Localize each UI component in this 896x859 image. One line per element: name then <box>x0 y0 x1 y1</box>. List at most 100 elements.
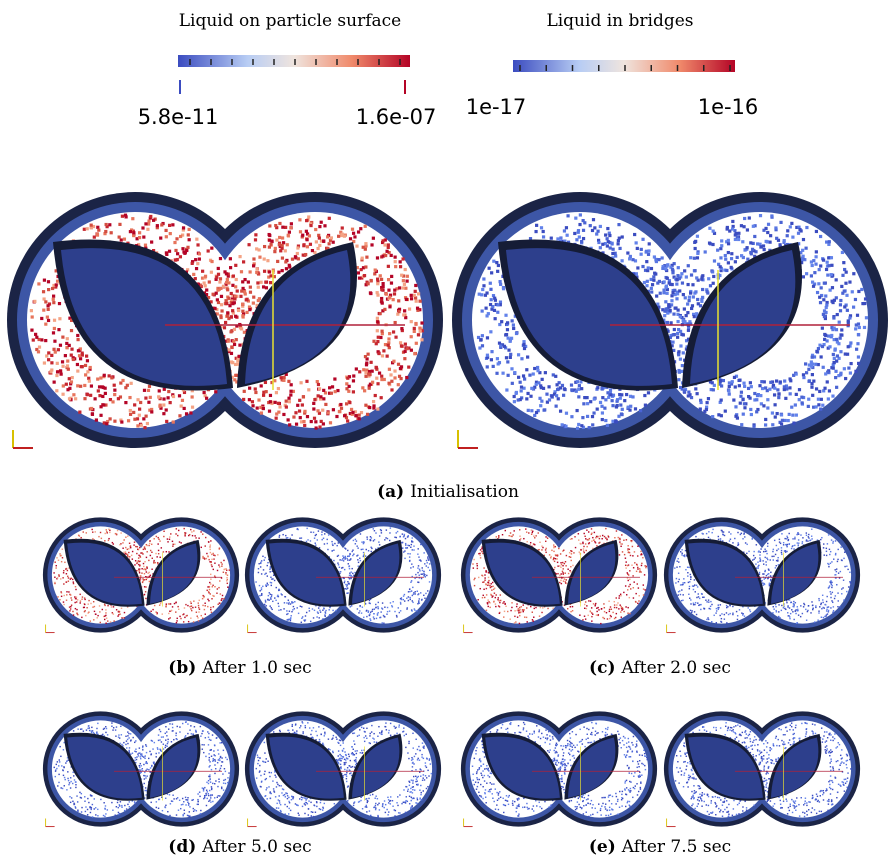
particle <box>307 539 309 541</box>
particle <box>156 556 158 558</box>
particle <box>350 412 354 416</box>
particle <box>170 609 173 612</box>
particle <box>198 606 200 609</box>
particle <box>210 246 214 250</box>
particle <box>609 606 612 608</box>
particle <box>218 564 220 566</box>
particle <box>503 601 505 603</box>
particle <box>394 536 396 538</box>
particle <box>76 384 80 388</box>
particle <box>133 544 135 546</box>
particle <box>359 533 362 535</box>
particle <box>627 574 630 576</box>
particle <box>680 281 685 285</box>
particle <box>364 371 368 375</box>
particle <box>616 242 620 246</box>
particle <box>75 601 78 603</box>
particle <box>819 355 823 359</box>
particle <box>40 316 44 321</box>
particle <box>637 568 639 570</box>
particle <box>630 540 633 543</box>
particle <box>840 284 844 289</box>
particle <box>564 572 566 574</box>
particle <box>541 386 546 390</box>
particle <box>283 608 285 610</box>
particle <box>541 229 545 234</box>
particle <box>616 239 620 243</box>
particle <box>143 426 147 430</box>
particle <box>167 249 172 253</box>
particle <box>278 536 281 538</box>
particle <box>614 254 618 258</box>
particle <box>413 289 417 293</box>
particle <box>755 398 759 402</box>
particle <box>537 549 540 551</box>
particle <box>368 614 371 617</box>
particle <box>709 387 713 392</box>
particle <box>485 594 488 596</box>
particle <box>120 214 125 218</box>
particle <box>257 297 262 301</box>
particle <box>410 541 413 543</box>
particle <box>289 222 293 226</box>
particle <box>407 544 409 547</box>
particle <box>416 333 421 337</box>
particle <box>620 607 623 610</box>
particle <box>819 407 823 411</box>
particle <box>652 255 657 259</box>
particle <box>749 412 753 417</box>
particle <box>337 542 340 544</box>
particle <box>182 621 185 623</box>
particle <box>299 605 302 608</box>
particle <box>369 602 371 605</box>
particle <box>162 551 165 553</box>
particle <box>273 246 277 251</box>
mixer-panel <box>452 192 888 449</box>
particle <box>169 617 171 619</box>
particle <box>241 312 246 316</box>
particle <box>298 398 302 402</box>
particle <box>126 419 131 423</box>
particle <box>314 542 316 544</box>
particle <box>418 329 422 333</box>
particle <box>481 550 483 553</box>
particle <box>398 366 403 371</box>
particle <box>413 608 416 610</box>
particle <box>296 403 300 407</box>
particle <box>100 537 103 540</box>
particle <box>136 561 139 564</box>
particle <box>305 540 308 543</box>
particle <box>285 243 289 247</box>
particle <box>403 296 408 300</box>
particle <box>829 256 834 260</box>
particle <box>545 392 549 396</box>
particle <box>601 534 604 537</box>
particle <box>284 399 288 403</box>
particle <box>545 547 547 550</box>
particle <box>509 532 512 534</box>
particle <box>485 355 490 359</box>
particle <box>373 272 377 276</box>
particle <box>159 406 163 410</box>
particle <box>113 620 115 622</box>
particle <box>554 566 556 569</box>
particle <box>630 540 632 542</box>
particle <box>667 303 671 307</box>
particle <box>832 360 836 365</box>
particle <box>341 559 343 561</box>
particle <box>553 568 555 571</box>
particle <box>55 279 60 283</box>
particle <box>400 598 403 601</box>
particle <box>223 598 225 600</box>
particle <box>316 611 319 613</box>
particle <box>202 604 204 607</box>
particle <box>94 418 98 422</box>
particle <box>693 246 697 251</box>
particle <box>718 379 722 383</box>
particle <box>504 602 506 605</box>
particle <box>476 567 479 570</box>
particle <box>375 316 379 320</box>
particle <box>44 322 48 326</box>
particle <box>677 368 681 373</box>
particle <box>362 368 366 372</box>
